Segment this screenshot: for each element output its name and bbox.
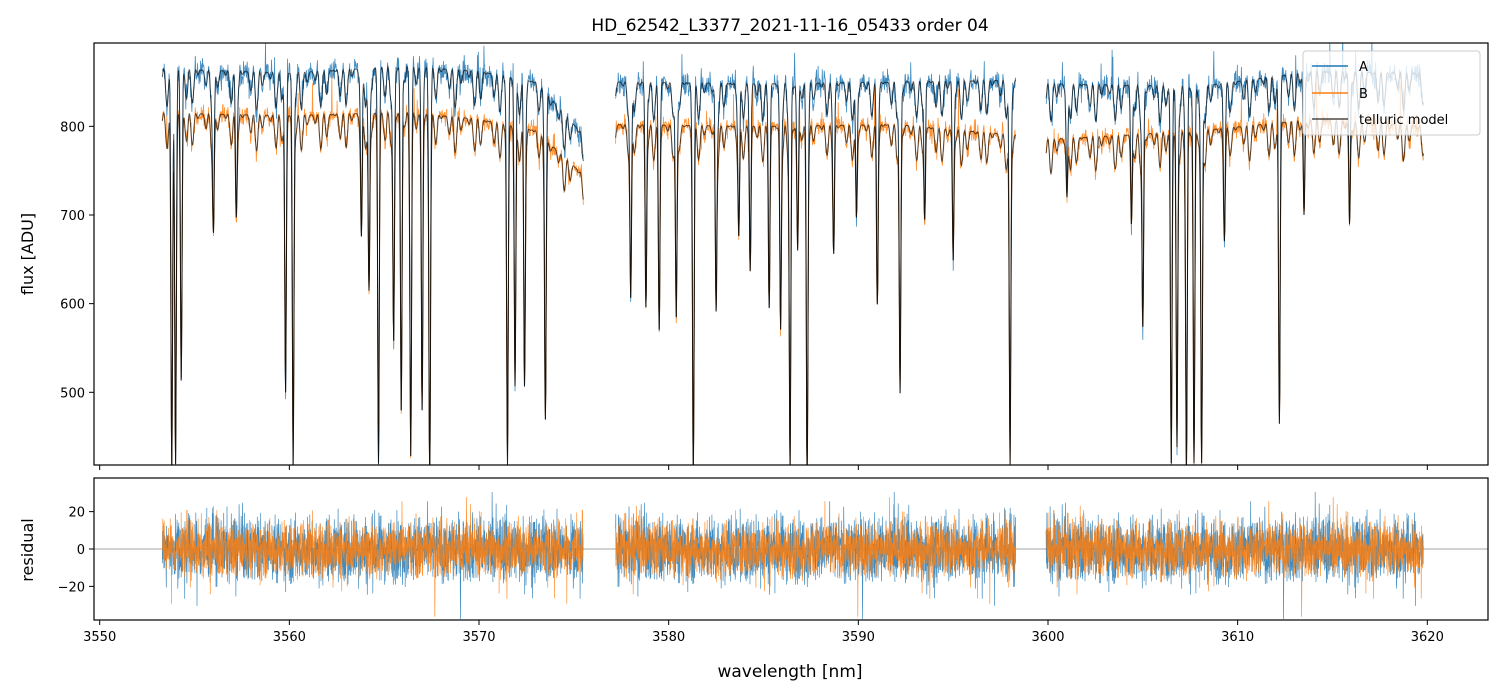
chart-title: HD_62542_L3377_2021-11-16_05433 order 04 — [591, 16, 988, 36]
flux-plot-area — [161, 43, 1424, 465]
flux-x-ticks — [99, 465, 1428, 470]
residual-a-seg1 — [615, 491, 1016, 620]
flux-ytick-label: 700 — [60, 209, 85, 224]
x-axis-label: wavelength [nm] — [717, 662, 862, 682]
residual-xtick-label: 3550 — [83, 630, 116, 645]
residual-b-seg1 — [615, 497, 1016, 617]
legend-label-telluric: telluric model — [1359, 113, 1448, 128]
telluric-model-b-seg2 — [1045, 118, 1424, 465]
flux-panel: 500 600 700 800 flux [ADU] A B telluric mod… — [18, 42, 1489, 470]
residual-b-seg0 — [162, 497, 584, 617]
telluric-model-b-seg1 — [615, 123, 1016, 465]
legend-label-a: A — [1359, 60, 1368, 75]
flux-y-ticks: 500 600 700 800 — [60, 120, 94, 401]
residual-ytick-label: 20 — [68, 506, 85, 521]
residual-ytick-label: 0 — [77, 543, 85, 558]
residual-x-ticks: 3550 3560 3570 3580 3590 3600 3610 3620 — [83, 620, 1444, 645]
residual-b-seg2 — [1045, 497, 1424, 617]
residual-y-label: residual — [18, 518, 37, 581]
residual-xtick-label: 3610 — [1221, 630, 1254, 645]
series-b-line-seg0 — [161, 73, 584, 465]
flux-ytick-label: 800 — [60, 120, 85, 135]
legend-label-b: B — [1359, 87, 1368, 102]
flux-ytick-label: 600 — [60, 298, 85, 313]
telluric-model-a-seg0 — [161, 65, 584, 465]
residual-xtick-label: 3620 — [1411, 630, 1444, 645]
residual-xtick-label: 3600 — [1031, 630, 1064, 645]
residual-plot-area — [94, 491, 1488, 620]
residual-xtick-label: 3560 — [273, 630, 306, 645]
residual-xtick-label: 3570 — [462, 630, 495, 645]
flux-ytick-label: 500 — [60, 386, 85, 401]
flux-y-label: flux [ADU] — [18, 213, 37, 295]
telluric-model-a-seg1 — [615, 79, 1016, 465]
legend: A B telluric model — [1302, 50, 1481, 136]
telluric-model-b-seg0 — [161, 110, 584, 465]
residual-xtick-label: 3590 — [842, 630, 875, 645]
residual-ytick-label: −20 — [58, 580, 85, 595]
flux-axes-frame — [93, 42, 1489, 466]
residual-xtick-label: 3580 — [652, 630, 685, 645]
legend-box — [1302, 50, 1481, 136]
residual-y-ticks: −20 0 20 — [58, 506, 94, 595]
series-a-line-seg0 — [161, 43, 584, 465]
